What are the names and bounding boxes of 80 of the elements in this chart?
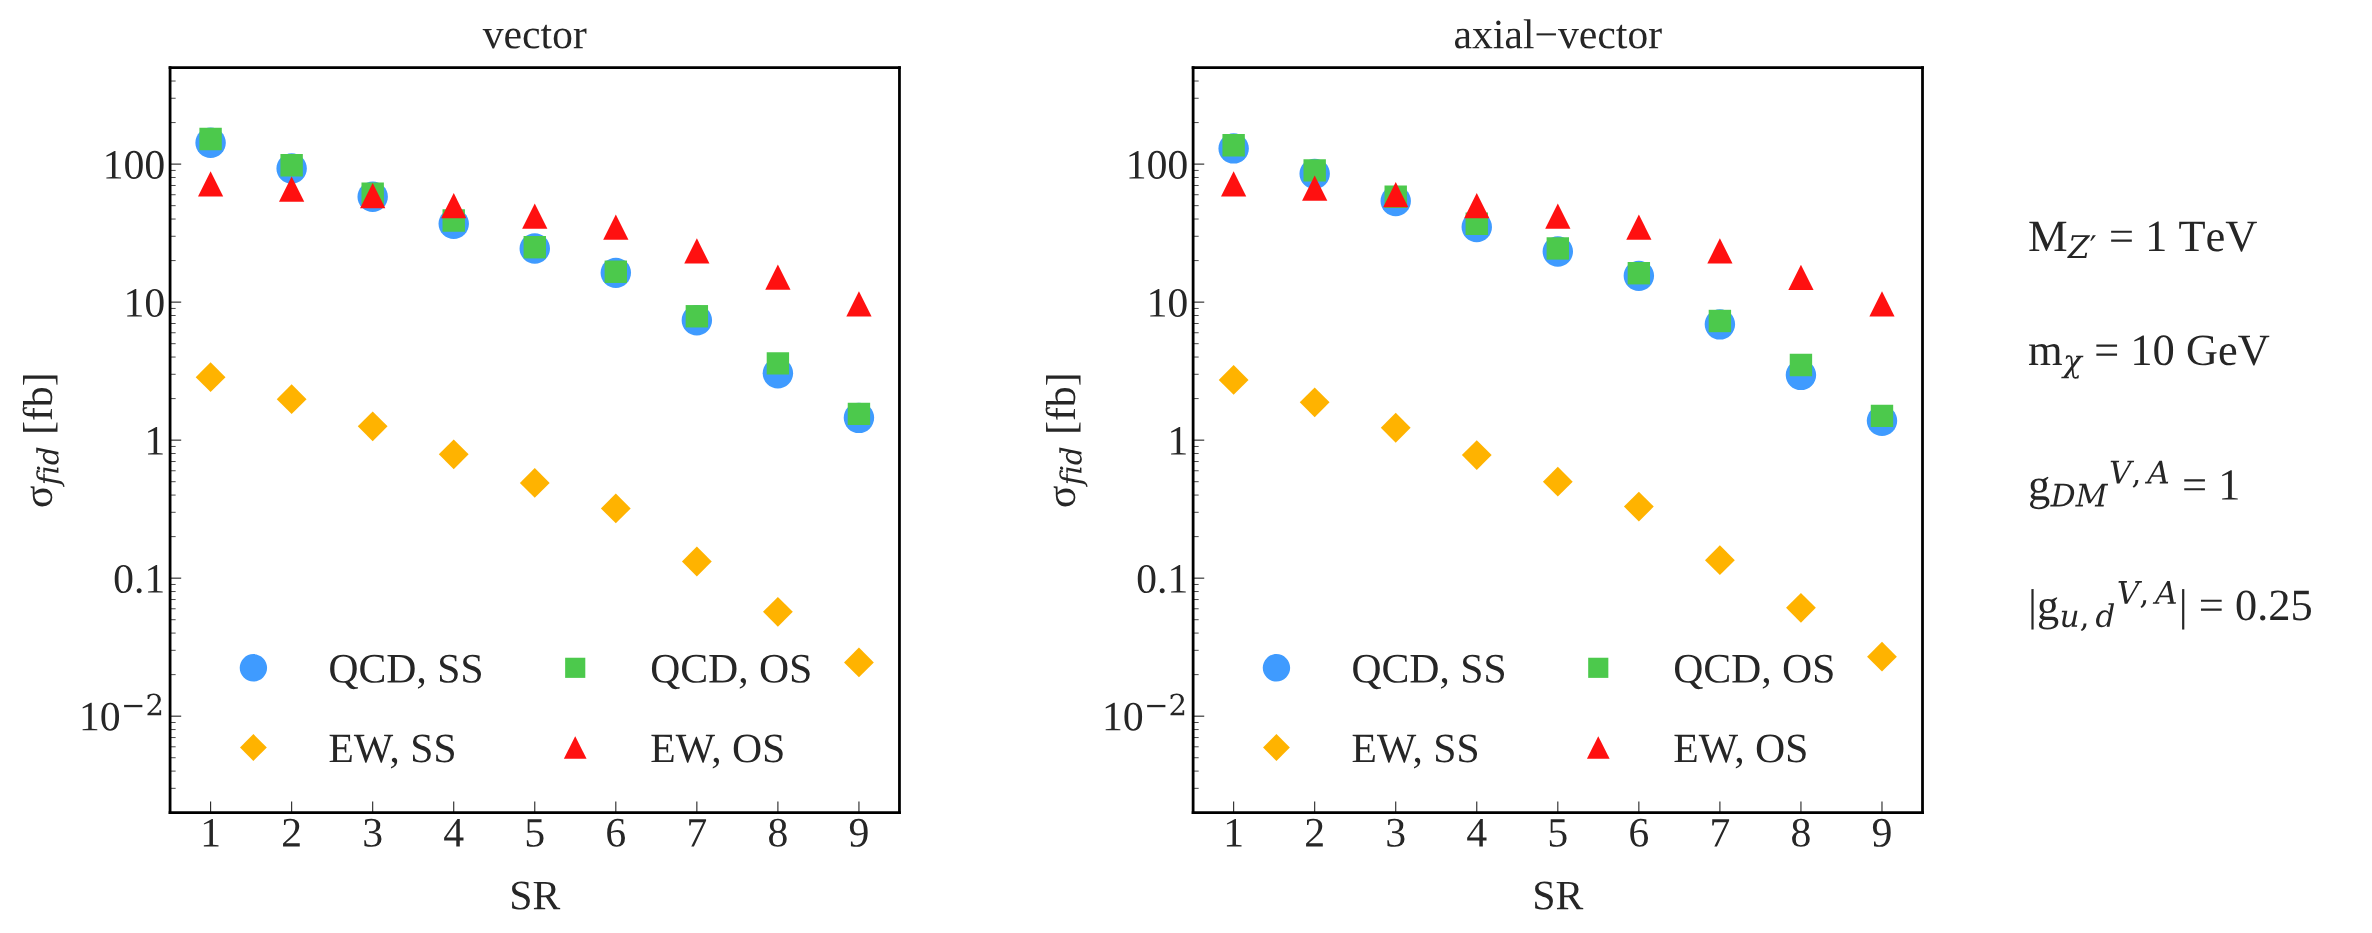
y-tick-label: 100 [1129,150,1187,179]
point [276,384,307,415]
point [1869,291,1895,317]
x-tick-label: 8 [1792,818,1810,847]
y-axis-title: σ$_{fid}$ [fb] [1045,375,1088,507]
text: |g$_{u,d}$$^{V,A}$| = 0.25 [2031,581,2311,632]
point [1302,175,1328,201]
x-tick-label: 5 [526,819,544,847]
y-tick-label: 1 [1171,427,1186,455]
chart-title: axial−vector [1454,19,1662,49]
point [1299,387,1330,418]
point [1705,545,1735,576]
x-tick-label: 4 [1467,818,1487,847]
x-tick-label: 6 [1630,818,1649,847]
x-tick-label: 1 [1226,818,1242,847]
text: g$_{DM}$$^{V,A}$ = 1 [2029,460,2238,510]
point [1545,203,1571,229]
point [1461,440,1492,470]
point [684,238,710,264]
text: M$_{Z′}$ = 1 TeV [2029,221,2257,258]
x-tick-label: 3 [364,818,382,847]
y-tick-label: 100 [106,150,164,179]
x-tick-label: 2 [283,818,300,847]
y-tick-label: 0.1 [1137,564,1186,594]
point [1221,171,1247,197]
x-tick-label: 8 [769,818,787,847]
point [1542,466,1573,497]
point [600,493,631,524]
legend-label: QCD, SS [1353,654,1505,690]
x-axis-title: SR [1535,881,1584,910]
y-tick-label: 10 [1150,288,1187,317]
point [1867,641,1897,672]
x-tick-label: 7 [689,819,707,847]
legend-label: QCD, OS [651,654,810,690]
y-tick-label: 10$^{−2}$ [1105,693,1185,731]
x-tick-label: 4 [444,818,464,847]
x-tick-label: 9 [849,818,868,847]
point [522,203,548,229]
point [1786,592,1816,623]
point [438,439,469,470]
point [1626,214,1652,240]
point [357,411,388,442]
y-tick-label: 0.1 [114,564,163,594]
point [846,291,872,317]
text: m$_{χ}$ = 10 GeV [2028,335,2270,379]
legend-label: QCD, OS [1674,654,1833,690]
point [1623,491,1654,522]
x-tick-label: 9 [1872,818,1891,847]
point [603,214,629,240]
x-tick-label: 1 [203,818,219,847]
point [765,264,791,290]
y-tick-label: 1 [148,427,163,455]
point [1788,264,1814,291]
point [681,546,712,577]
point [1464,193,1490,219]
point [195,362,226,393]
x-tick-label: 3 [1387,818,1405,847]
point [1380,412,1411,443]
point [519,468,550,498]
point [1707,238,1733,264]
x-tick-label: 7 [1712,819,1730,847]
y-axis-title: σ$_{fid}$ [fb] [22,375,65,507]
x-axis-title: SR [512,881,561,910]
x-tick-label: 5 [1549,819,1567,847]
point [441,193,467,219]
legend-label: EW, SS [329,734,454,769]
y-tick-label: 10 [127,288,164,317]
legend-label: EW, SS [1352,734,1478,769]
legend-label: EW, OS [1674,734,1806,769]
x-tick-label: 2 [1306,818,1323,847]
legend-label: QCD, SS [330,654,481,690]
point [197,171,224,197]
point [763,596,793,627]
x-tick-label: 6 [607,818,625,847]
point [279,176,305,202]
point [1218,365,1249,395]
y-tick-label: 10$^{−2}$ [82,693,162,731]
chart-title: vector [482,24,587,49]
point [844,647,874,678]
legend-label: EW, OS [651,734,783,769]
